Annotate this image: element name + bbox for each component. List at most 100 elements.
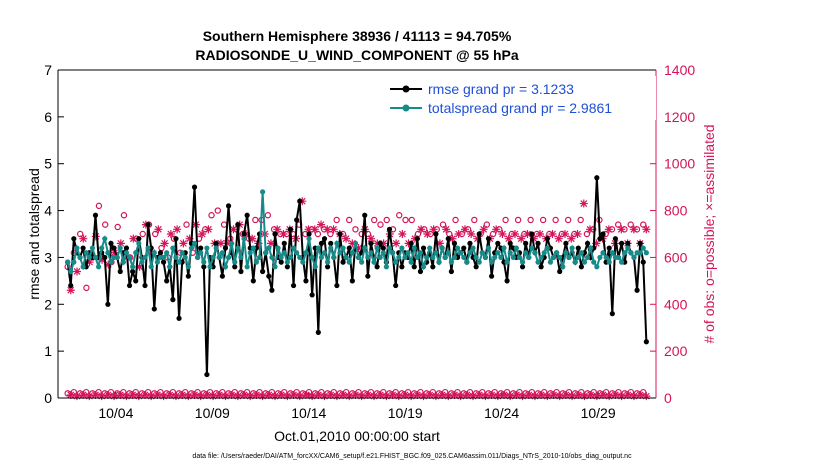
rmse-series-point [290,282,297,289]
spread-series-point [263,250,269,256]
spread-series-point [340,245,346,251]
obs-assimilated-low-point [277,390,286,399]
y-right-tick-label: 800 [664,203,688,219]
obs-assimilated-low-point [85,392,94,401]
rmse-series-point [618,240,625,246]
rmse-series-point [643,339,649,345]
rmse-series-point [340,259,346,265]
obs-assimilated-point [454,230,463,238]
obs-assimilated-point [579,199,588,208]
spread-series-point [99,245,105,251]
obs-assimilated-low-point [388,390,397,399]
spread-series-point [229,240,235,246]
obs-possible-point [208,212,215,219]
rmse-series-point [225,203,232,209]
rmse-series-point [334,282,340,289]
rmse-series-point [123,245,130,251]
rmse-series-point [411,264,417,270]
obs-assimilated-low-point [240,390,249,399]
rmse-series-point [637,240,643,246]
rmse-series-point [170,297,176,303]
spread-series-point [470,245,476,251]
obs-assimilated-low-point [72,392,81,401]
spread-series-point [80,264,86,270]
spread-series-point [467,250,473,256]
obs-assimilated-low-point [623,390,632,399]
obs-assimilated-low-point [493,392,502,401]
rmse-series-point [448,268,454,275]
spread-series-point [476,259,482,265]
obs-assimilated-point [561,230,570,238]
obs-assimilated-point [348,239,357,248]
obs-assimilated-point [66,286,75,295]
rmse-series-point [430,264,436,270]
rmse-series-point [297,198,303,204]
spread-series-point [355,254,362,261]
y-right-tick-label: 0 [664,390,672,406]
obs-assimilated-low-point [171,392,180,401]
spread-series-point [278,254,284,261]
spread-series-point [65,259,71,265]
rmse-series-point [80,245,86,251]
obs-assimilated-low-point [246,392,255,401]
obs-possible-point [627,221,634,228]
y-left-tick-label: 5 [44,156,52,172]
y-right-tick-label: 600 [664,249,688,265]
obs-assimilated-low-point [91,390,100,399]
obs-possible-point [383,216,390,224]
spread-series-point [637,250,643,256]
rmse-series-point [266,273,272,279]
obs-possible-point [114,223,121,231]
spread-series-point [492,254,498,261]
obs-assimilated-low-point [202,390,211,399]
rmse-series-point [222,245,229,251]
spread-series-point [294,250,300,256]
rmse-series-point [377,240,383,246]
obs-possible-point [120,212,128,219]
obs-assimilated-point [342,234,351,243]
obs-possible-point [452,216,459,224]
spread-series-point [334,240,340,246]
obs-assimilated-low-point [270,392,279,401]
obs-assimilated-low-point [537,390,546,399]
rmse-series-point [272,231,278,237]
obs-assimilated-point [379,239,388,248]
y-left-tick-label: 2 [44,296,52,312]
spread-series-point [328,245,334,251]
rmse-series-point [544,236,550,242]
obs-assimilated-low-point [79,390,88,399]
obs-assimilated-point [185,234,194,243]
obs-assimilated-low-point [419,392,428,401]
rmse-series-point [600,231,606,237]
obs-assimilated-low-point [376,390,385,399]
obs-assimilated-low-point [289,390,298,399]
rmse-series-point [380,245,386,251]
obs-assimilated-low-point [524,390,533,399]
obs-assimilated-low-point [636,390,645,399]
obs-assimilated-low-point [642,392,651,401]
rmse-series-point [173,236,179,242]
spread-series-point [532,250,538,256]
spread-series-point [560,264,566,270]
obs-assimilated-point [279,230,288,238]
rmse-series-point [133,278,139,284]
spread-series-point [253,259,260,265]
obs-assimilated-low-point [456,392,465,401]
spread-series-point [405,250,411,256]
spread-series-point [241,236,247,242]
obs-assimilated-low-point [339,390,348,399]
spread-series-point [154,259,160,265]
spread-series-point [643,250,649,256]
spread-series-point [74,245,80,251]
obs-assimilated-point [617,225,626,234]
rmse-series-point [321,236,328,242]
obs-assimilated-point [166,230,175,238]
obs-assimilated-low-point [487,390,496,399]
rmse-series-point [612,236,619,242]
spread-series-point [597,254,603,261]
obs-assimilated-low-point [462,390,471,399]
rmse-series-point [485,236,492,242]
obs-assimilated-point [448,234,457,243]
spread-series-point [550,254,557,261]
